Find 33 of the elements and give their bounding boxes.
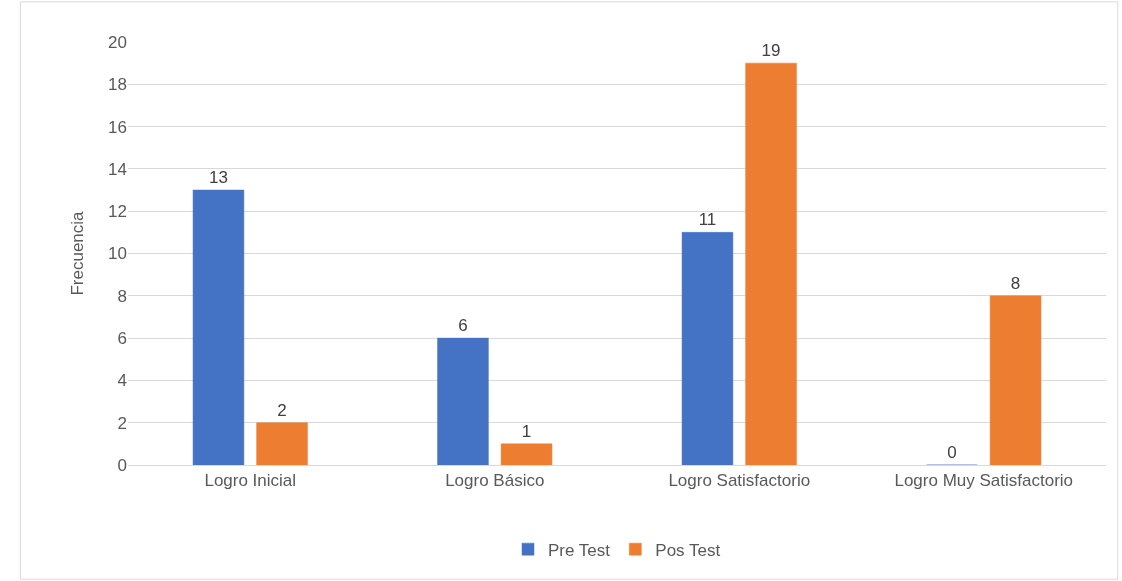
bar: [500, 443, 553, 465]
x-tick-label: Logro Satisfactorio: [668, 471, 811, 491]
data-label: 11: [698, 210, 717, 230]
y-tick-label: 20: [108, 32, 127, 52]
bar: [437, 337, 489, 465]
bar: [745, 62, 797, 465]
data-label: 0: [947, 443, 957, 462]
legend-label: Pre Test: [548, 540, 611, 560]
y-tick-label: 18: [108, 75, 127, 95]
data-label: 2: [277, 400, 287, 420]
y-tick-label: 4: [117, 371, 127, 391]
bar: [192, 189, 245, 465]
y-tick-label: 14: [108, 159, 127, 179]
data-label: 6: [458, 316, 468, 336]
legend-label: Pos Test: [655, 540, 721, 560]
bar: [681, 232, 734, 465]
y-axis-title: Frecuencia: [67, 210, 87, 296]
data-label: 8: [1010, 273, 1021, 293]
y-tick-label: 10: [108, 244, 127, 264]
y-tick-label: 8: [117, 286, 127, 306]
bar: [989, 295, 1042, 465]
data-label: 13: [209, 168, 228, 188]
y-tick-label: 12: [108, 202, 127, 222]
x-tick-label: Logro Muy Satisfactorio: [894, 471, 1074, 491]
data-label: 19: [761, 41, 781, 61]
data-label: 1: [521, 421, 532, 441]
y-tick-label: 16: [108, 117, 127, 137]
bar: [256, 422, 308, 465]
y-tick-label: 2: [117, 413, 127, 433]
y-tick-label: 0: [117, 455, 127, 475]
x-tick-label: Logro Básico: [445, 471, 545, 491]
x-tick-label: Logro Inicial: [204, 471, 297, 491]
y-tick-label: 6: [117, 329, 127, 349]
